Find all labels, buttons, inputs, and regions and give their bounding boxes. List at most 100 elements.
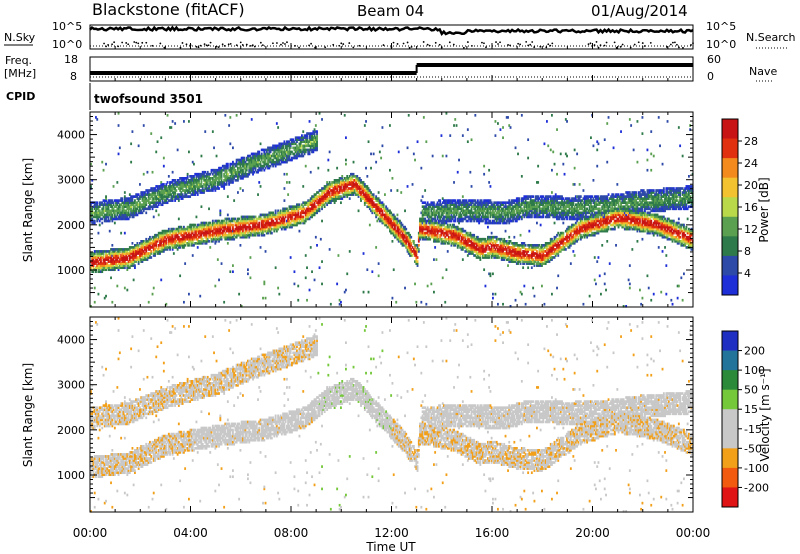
power-cell bbox=[204, 130, 207, 133]
power-cell bbox=[184, 183, 187, 186]
power-cell bbox=[205, 240, 208, 243]
power-cell bbox=[196, 229, 199, 233]
power-cell bbox=[185, 227, 188, 231]
power-cell bbox=[122, 209, 125, 213]
power-cell bbox=[221, 229, 224, 233]
power-cell bbox=[282, 144, 285, 148]
power-cell bbox=[125, 258, 128, 261]
power-cell bbox=[263, 225, 266, 229]
power-cell bbox=[247, 156, 249, 160]
power-cell bbox=[167, 189, 170, 192]
power-cell bbox=[196, 223, 199, 227]
power-cell bbox=[278, 223, 281, 227]
power-cell bbox=[243, 231, 246, 235]
power-cell bbox=[335, 183, 337, 186]
power-cell bbox=[152, 199, 155, 202]
power-cell bbox=[195, 191, 198, 194]
power-cell bbox=[120, 199, 123, 202]
power-cell bbox=[170, 185, 173, 188]
power-cell bbox=[198, 229, 200, 233]
power-cell bbox=[147, 197, 150, 200]
nsearch-point bbox=[507, 44, 509, 46]
power-cell bbox=[235, 114, 238, 117]
power-cell bbox=[214, 284, 217, 288]
power-cell bbox=[230, 235, 233, 239]
power-cell bbox=[302, 201, 305, 205]
power-cell bbox=[292, 142, 295, 146]
power-cell bbox=[280, 211, 283, 215]
power-cell bbox=[229, 221, 232, 225]
power-cell bbox=[118, 207, 121, 211]
power-cell bbox=[139, 258, 141, 261]
power-cell bbox=[154, 203, 156, 207]
power-cell bbox=[321, 203, 323, 207]
power-cell bbox=[106, 215, 109, 219]
power-cell bbox=[340, 197, 342, 200]
power-cell bbox=[190, 177, 193, 180]
power-cell bbox=[242, 172, 244, 176]
power-cell bbox=[239, 221, 242, 225]
power-cell bbox=[268, 211, 271, 215]
power-cell bbox=[311, 136, 313, 140]
power-cell bbox=[269, 146, 272, 150]
power-cell bbox=[445, 268, 448, 272]
power-cell bbox=[269, 217, 272, 221]
power-cell bbox=[269, 158, 272, 162]
power-cell bbox=[228, 124, 231, 127]
power-cell bbox=[321, 282, 323, 286]
power-cell bbox=[296, 207, 298, 211]
power-cell bbox=[172, 187, 175, 190]
power-cell bbox=[282, 221, 285, 225]
power-cell bbox=[167, 246, 170, 249]
power-cell bbox=[140, 191, 143, 194]
power-cell bbox=[200, 240, 203, 243]
power-cell bbox=[174, 191, 177, 194]
power-cell bbox=[106, 205, 109, 209]
power-cell bbox=[287, 223, 290, 227]
power-cell bbox=[191, 193, 194, 196]
power-cell bbox=[111, 260, 114, 263]
power-cell bbox=[185, 193, 188, 196]
power-cell bbox=[333, 199, 336, 202]
power-cell bbox=[245, 221, 248, 225]
power-cell bbox=[260, 219, 263, 223]
power-cell bbox=[142, 197, 145, 200]
power-cell bbox=[257, 233, 259, 237]
power-cell bbox=[210, 240, 213, 243]
power-cell bbox=[122, 256, 125, 259]
power-cell bbox=[135, 195, 138, 198]
power-cell bbox=[245, 162, 248, 166]
power-cell bbox=[224, 235, 227, 239]
power-cell bbox=[384, 193, 386, 196]
power-cell bbox=[223, 175, 226, 178]
power-cell bbox=[417, 244, 420, 247]
power-cell bbox=[267, 158, 269, 162]
power-cell bbox=[125, 205, 128, 209]
power-cell bbox=[209, 229, 212, 233]
power-cell bbox=[346, 272, 349, 276]
power-cell bbox=[201, 187, 204, 190]
power-cell bbox=[193, 191, 195, 194]
power-cell bbox=[174, 229, 177, 233]
power-cell bbox=[306, 140, 308, 144]
power-cell bbox=[232, 146, 234, 150]
power-cell bbox=[218, 221, 220, 225]
power-cell bbox=[121, 262, 124, 265]
power-cell bbox=[156, 237, 159, 241]
power-cell bbox=[152, 189, 155, 192]
power-cell bbox=[113, 209, 116, 213]
power-cell bbox=[181, 177, 184, 180]
power-cell bbox=[252, 229, 254, 233]
power-cell bbox=[206, 181, 209, 184]
power-cell bbox=[191, 242, 194, 245]
power-cell bbox=[292, 205, 295, 209]
power-cell bbox=[238, 160, 241, 164]
power-cell bbox=[288, 225, 291, 229]
power-cell bbox=[226, 229, 229, 233]
power-cell bbox=[240, 231, 243, 235]
power-cell bbox=[113, 248, 116, 251]
power-cell bbox=[225, 175, 228, 178]
power-cell bbox=[298, 221, 301, 225]
power-cell bbox=[340, 177, 342, 180]
power-cell bbox=[157, 189, 160, 192]
